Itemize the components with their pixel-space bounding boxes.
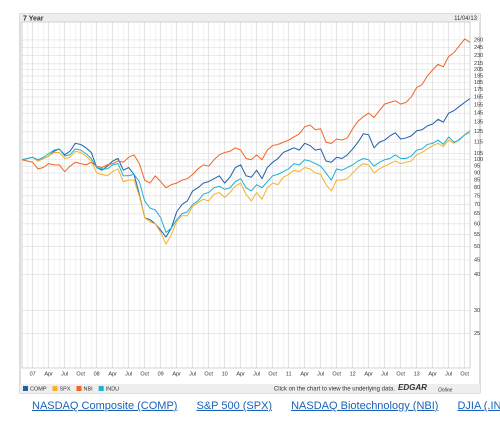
logo: EDGAR	[398, 383, 427, 392]
x-tick-label: 07	[30, 371, 36, 377]
x-tick-label: Apr	[300, 371, 309, 377]
legend-label: INDU	[106, 386, 119, 392]
y-tick-label: 230	[474, 53, 483, 59]
x-tick-label: 13	[414, 371, 420, 377]
y-tick-label: 100	[474, 157, 483, 163]
y-tick-label: 90	[474, 170, 480, 176]
legend-swatch	[76, 386, 82, 391]
x-tick-label: Apr	[428, 371, 437, 377]
x-tick-label: 10	[222, 371, 228, 377]
x-tick-label: Oct	[460, 371, 469, 377]
x-tick-label: Jul	[61, 371, 68, 377]
series-line	[21, 38, 471, 189]
chart-date: 11/04/13	[454, 16, 478, 22]
legend-swatch	[98, 386, 104, 391]
x-tick-label: Jul	[445, 371, 452, 377]
plot-border	[21, 21, 471, 369]
x-tick-label: 12	[350, 371, 356, 377]
y-tick-label: 165	[474, 94, 483, 100]
y-tick-label: 215	[474, 61, 483, 67]
x-tick-label: Jul	[317, 371, 324, 377]
chart-frame	[19, 13, 481, 394]
y-tick-label: 45	[474, 257, 480, 263]
x-tick-label: Oct	[332, 371, 341, 377]
title-bar	[20, 14, 480, 22]
y-tick-label: 155	[474, 102, 483, 108]
y-tick-label: 245	[474, 45, 483, 51]
x-tick-label: Jul	[381, 371, 388, 377]
x-tick-label: Oct	[76, 371, 85, 377]
legend-swatch	[52, 386, 58, 391]
link[interactable]: NASDAQ Biotechnology (NBI)	[291, 400, 438, 412]
legend-label: NBI	[84, 386, 94, 392]
legend-label: SPX	[60, 386, 71, 392]
link[interactable]: DJIA (.INDU)	[457, 400, 500, 412]
x-tick-label: 11	[286, 371, 292, 377]
y-tick-label: 185	[474, 80, 483, 86]
y-tick-label: 40	[474, 272, 480, 278]
y-tick-label: 115	[474, 140, 483, 146]
y-tick-label: 95	[474, 164, 480, 170]
x-tick-label: Apr	[172, 371, 181, 377]
x-tick-label: Oct	[268, 371, 277, 377]
chart-title: 7 Year	[23, 15, 44, 22]
link[interactable]: NASDAQ Composite (COMP)	[32, 400, 177, 412]
x-tick-label: Apr	[44, 371, 53, 377]
x-tick-label: Apr	[108, 371, 117, 377]
x-tick-label: Apr	[364, 371, 373, 377]
y-tick-label: 50	[474, 244, 480, 250]
y-tick-label: 135	[474, 120, 483, 126]
y-tick-label: 65	[474, 211, 480, 217]
y-tick-label: 195	[474, 73, 483, 79]
y-tick-label: 30	[474, 308, 480, 314]
x-tick-label: Oct	[140, 371, 149, 377]
series-line	[21, 130, 471, 233]
legend-label: COMP	[30, 386, 47, 392]
links: NASDAQ Composite (COMP) S&P 500 (SPX) NASD…	[32, 400, 500, 412]
legend-bar	[20, 384, 480, 393]
y-tick-label: 25	[474, 331, 480, 337]
y-tick-label: 105	[474, 151, 483, 157]
x-tick-label: Jul	[253, 371, 260, 377]
y-tick-label: 55	[474, 232, 480, 238]
x-tick-label: Jul	[125, 371, 132, 377]
y-tick-label: 260	[474, 37, 483, 43]
x-tick-label: Jul	[189, 371, 196, 377]
x-tick-label: 08	[94, 371, 100, 377]
y-tick-label: 75	[474, 193, 480, 199]
legend-swatch	[23, 386, 28, 391]
y-tick-label: 85	[474, 178, 480, 184]
logo-sub: Online	[438, 387, 453, 393]
y-tick-label: 60	[474, 221, 480, 227]
y-tick-label: 175	[474, 87, 483, 93]
x-tick-label: Oct	[204, 371, 213, 377]
footer-note: Click on the chart to view the underlyin…	[274, 387, 395, 393]
series-line	[21, 132, 471, 245]
y-tick-label: 145	[474, 111, 483, 117]
x-tick-label: Apr	[236, 371, 245, 377]
x-tick-label: Oct	[396, 371, 405, 377]
y-tick-label: 205	[474, 67, 483, 73]
y-tick-label: 80	[474, 185, 480, 191]
y-tick-label: 70	[474, 202, 480, 208]
x-tick-label: 09	[158, 371, 164, 377]
link[interactable]: S&P 500 (SPX)	[196, 400, 272, 412]
y-tick-label: 125	[474, 129, 483, 135]
